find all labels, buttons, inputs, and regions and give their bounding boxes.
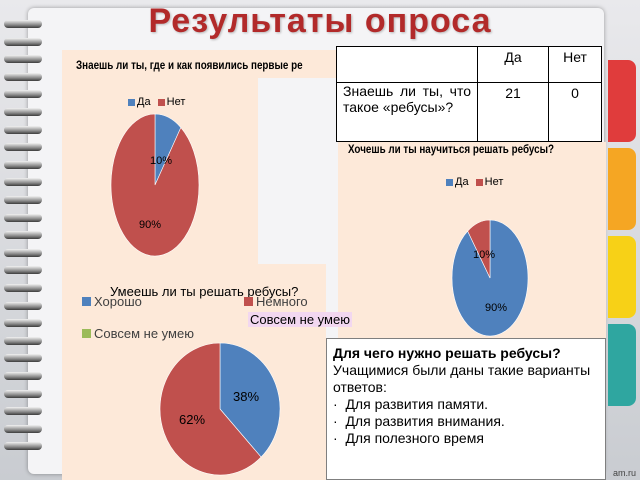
spiral-ring	[4, 20, 42, 28]
spiral-ring	[4, 319, 42, 328]
chart3-legend-some-label: Немного	[256, 294, 308, 309]
chart1-legend-no: Нет	[166, 96, 186, 108]
spiral-ring	[4, 266, 42, 275]
spiral-ring	[4, 354, 42, 363]
chart3-data-label-1: 62%	[179, 412, 205, 427]
chart1-legend-yes: Да	[137, 96, 151, 108]
spiral-ring	[4, 248, 42, 257]
chart2-legend-yes: Да	[455, 176, 469, 188]
legend-swatch-blue	[82, 297, 91, 306]
spiral-ring	[4, 389, 42, 398]
watermark: am.ru	[612, 468, 636, 478]
chart2-data-label-0: 90%	[485, 302, 507, 314]
legend-swatch-blue	[128, 98, 135, 106]
chart1-data-label-0: 10%	[150, 155, 172, 167]
spiral-ring	[4, 108, 42, 116]
chart3-legend-some: Немного	[244, 294, 308, 309]
spiral-ring	[4, 178, 42, 187]
slide-title: Результаты опроса	[148, 2, 492, 40]
table-header-no: Нет	[548, 46, 602, 83]
spiral-ring	[4, 213, 42, 222]
spiral-ring	[4, 336, 42, 345]
chart3-legend-none: Совсем не умею	[82, 326, 194, 341]
spiral-ring	[4, 90, 42, 99]
spiral-ring	[4, 301, 42, 310]
spiral-ring	[4, 55, 42, 64]
spiral-ring	[4, 72, 42, 81]
tab-orange	[608, 148, 636, 230]
tab-yellow	[608, 236, 636, 318]
legend-swatch-blue	[446, 178, 453, 186]
chart1-legend: Да Нет	[128, 96, 185, 108]
chart3-title: Умеешь ли ты решать ребусы?	[110, 284, 299, 299]
chart3-slice-1	[159, 342, 262, 476]
spiral-ring	[4, 442, 42, 451]
legend-swatch-green	[82, 329, 91, 338]
table-header-blank	[336, 46, 478, 83]
table-header-yes: Да	[477, 46, 549, 83]
textbox-title: Для чего нужно решать ребусы?	[333, 345, 561, 361]
legend-swatch-red	[157, 98, 165, 106]
table-question: Знаешь ли ты, что такое «ребусы»?	[336, 81, 478, 143]
spiral-ring	[4, 160, 42, 169]
chart3-legend-good-label: Хорошо	[94, 294, 142, 309]
spiral-ring	[4, 37, 42, 46]
textbox-intro: Учащимися были даны такие варианты ответ…	[333, 362, 591, 395]
chart3-data-label-0: 38%	[233, 389, 259, 404]
table-row: Знаешь ли ты, что такое «ребусы»? 21 0	[336, 81, 602, 143]
chart2-legend-no: Нет	[484, 176, 504, 188]
list-item: · Для развития внимания.	[333, 413, 505, 429]
chart3-pie: 38% 62%	[159, 342, 281, 476]
spiral-ring	[4, 284, 42, 292]
tab-teal	[608, 324, 636, 406]
chart1-pie: 10% 90%	[110, 113, 200, 257]
chart1-slice-1	[110, 113, 200, 257]
list-item-text: Для полезного время	[345, 430, 484, 446]
list-item: · Для полезного время	[333, 430, 484, 446]
spiral-ring	[4, 407, 42, 416]
tab-red	[608, 60, 636, 142]
table-yes-value: 21	[477, 82, 549, 143]
spiral-binding	[0, 20, 42, 470]
spiral-ring	[4, 424, 42, 433]
chart2-data-label-1: 10%	[473, 249, 495, 261]
spiral-ring	[4, 231, 42, 240]
spiral-ring	[4, 372, 42, 380]
chart2-pie: 90% 10%	[451, 219, 529, 337]
chart2-title: Хочешь ли ты научиться решать ребусы?	[348, 142, 555, 156]
list-item-text: Для развития памяти.	[345, 396, 489, 412]
chart3-slice-0	[219, 342, 281, 458]
list-item-text: Для развития внимания.	[345, 413, 505, 429]
chart3-legend-good: Хорошо	[82, 294, 142, 309]
spiral-ring	[4, 143, 42, 152]
chart1-data-label-1: 90%	[139, 219, 161, 231]
chart1-panel-ext	[62, 50, 338, 78]
spiral-ring	[4, 125, 42, 134]
survey-table: Да Нет Знаешь ли ты, что такое «ребусы»?…	[336, 46, 602, 143]
chart2-legend: Да Нет	[446, 176, 503, 188]
chart1-title: Знаешь ли ты, где и как появились первые…	[76, 58, 303, 72]
highlight-label: Совсем не умею	[248, 312, 352, 327]
table-row: Да Нет	[336, 46, 602, 83]
list-item: · Для развития памяти.	[333, 396, 489, 412]
spiral-ring	[4, 196, 42, 204]
chart2-slice-1	[467, 219, 491, 279]
reasons-textbox: Для чего нужно решать ребусы? Учащимися …	[326, 338, 606, 480]
table-no-value: 0	[548, 82, 602, 143]
legend-swatch-red	[475, 178, 483, 186]
chart3-legend-none-label: Совсем не умею	[94, 326, 194, 341]
legend-swatch-red	[244, 297, 253, 306]
